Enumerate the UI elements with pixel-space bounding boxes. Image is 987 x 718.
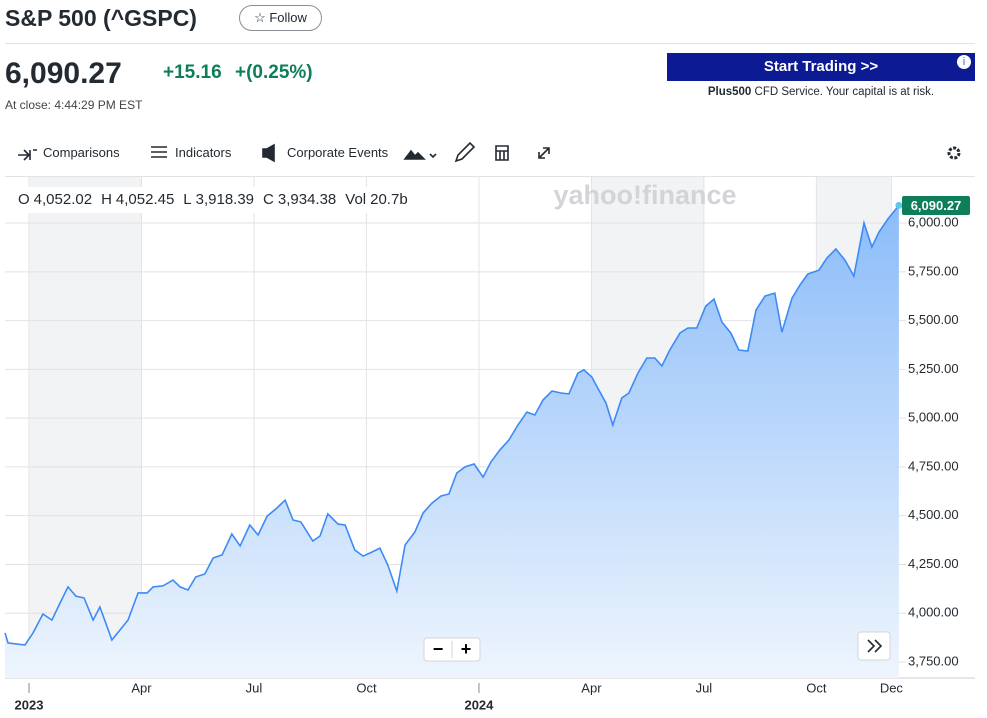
price: 6,090.27 — [5, 57, 122, 90]
x-tick-label: Oct — [356, 680, 377, 695]
watermark: yahoo!finance — [553, 180, 736, 210]
toolbar-indicators[interactable]: Indicators — [175, 145, 232, 160]
y-tick-label: 5,750.00 — [908, 263, 959, 278]
x-tick-label: Jul — [246, 680, 263, 695]
y-tick-label: 5,250.00 — [908, 361, 959, 376]
chevron-icon — [429, 153, 437, 159]
comparisons-icon — [18, 149, 37, 161]
ohlc-label: C — [263, 191, 274, 208]
last-price-badge: 6,090.27 — [902, 195, 970, 215]
ohlc-value: 4,052.02 — [33, 191, 93, 208]
draw-icon — [454, 141, 476, 163]
period-band — [28, 177, 142, 678]
toolbar-comparisons[interactable]: Comparisons — [43, 145, 120, 160]
follow-label: Follow — [269, 10, 307, 25]
y-tick-label: 5,000.00 — [908, 410, 959, 425]
x-tick-label: Apr — [131, 680, 152, 695]
x-tick-label: 2024 — [464, 697, 494, 712]
x-tick-label: Oct — [806, 680, 827, 695]
ad-brand: Plus500 — [707, 86, 752, 98]
change: +15.16 — [163, 62, 222, 83]
events-icon — [262, 143, 275, 163]
zoom-out[interactable]: − — [433, 639, 444, 659]
zoom-in[interactable]: + — [461, 639, 472, 659]
y-tick-label: 4,750.00 — [908, 458, 959, 473]
x-tick-label: Jul — [696, 680, 713, 695]
follow-button[interactable]: ☆ Follow — [239, 5, 322, 31]
close-time: At close: 4:44:29 PM EST — [5, 98, 143, 112]
expand-icon — [538, 147, 550, 159]
ad-button-label: Start Trading >> — [763, 58, 879, 75]
ad-text: Plus500 CFD Service. Your capital is at … — [667, 86, 975, 98]
scroll-right-icon — [867, 639, 883, 653]
x-tick-label: 2023 — [15, 697, 44, 712]
toolbar-events[interactable]: Corporate Events — [287, 145, 389, 160]
y-axis-panel — [900, 177, 975, 718]
y-tick-label: 4,000.00 — [908, 605, 959, 620]
ohlc-value: 20.7b — [370, 191, 408, 208]
change-pct: +(0.25%) — [235, 62, 313, 83]
x-tick-label: Dec — [880, 680, 904, 695]
title: S&P 500 (^GSPC) — [5, 5, 197, 31]
ad-disclaimer: CFD Service. Your capital is at risk. — [751, 86, 935, 98]
zoom-control: − + — [423, 631, 891, 662]
ohlc-value: 3,934.38 — [277, 191, 337, 208]
y-tick-label: 6,000.00 — [908, 214, 959, 229]
y-tick-label: 4,500.00 — [908, 507, 959, 522]
last-point — [895, 201, 903, 209]
ad-info-icon[interactable]: i — [957, 55, 971, 69]
ohlc-value: 4,052.45 — [115, 191, 175, 208]
ohlc-readout: O 4,052.02 H 4,052.45 L 3,918.39 C 3,934.38 Vol 2… — [12, 187, 423, 213]
x-tick-label: Apr — [581, 680, 602, 695]
ohlc-label: L — [183, 191, 192, 208]
indicators-icon — [151, 146, 167, 158]
ohlc-value: 3,918.39 — [195, 191, 255, 208]
y-tick-label: 5,500.00 — [908, 312, 959, 327]
table-icon — [495, 145, 509, 161]
ohlc-label: H — [101, 191, 112, 208]
chart-type-icon — [403, 149, 426, 160]
ad-button[interactable]: Start Trading >> — [667, 53, 975, 81]
settings-icon[interactable] — [947, 146, 961, 160]
toolbar-icons — [18, 141, 961, 163]
y-tick-label: 3,750.00 — [908, 653, 959, 668]
ohlc-label: Vol — [345, 191, 367, 208]
ohlc-label: O — [18, 191, 30, 208]
area-fill — [5, 205, 899, 678]
price-line — [4, 204, 900, 646]
y-tick-label: 4,250.00 — [908, 556, 959, 571]
